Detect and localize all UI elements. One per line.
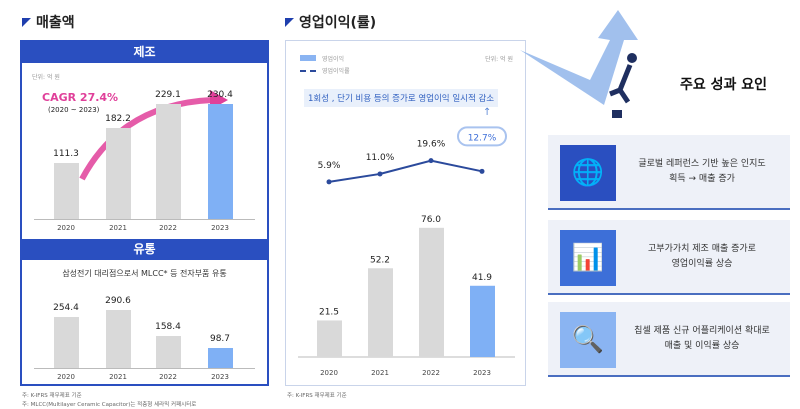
- title-marker-icon: [22, 17, 31, 27]
- title-marker-icon: [285, 17, 294, 27]
- distribution-header: 유통: [22, 239, 267, 260]
- x-axis: [34, 219, 255, 220]
- factor-card: 🔍 칩셀 제품 신규 어플리케이션 확대로 매출 및 이익률 상승: [548, 302, 790, 377]
- bar-value-label: 111.3: [53, 149, 79, 160]
- margin-line: [328, 159, 483, 183]
- factor-card: 🌐 글로벌 레퍼런스 기반 높은 인지도 획득 → 매출 증가: [548, 135, 790, 210]
- note: 주: K-IFRS 재무제표 기준: [22, 393, 82, 399]
- bar: [470, 285, 495, 357]
- line-value-label: 19.6%: [417, 140, 446, 150]
- bar-value-label: 229.1: [155, 90, 181, 101]
- globe-icon: 🌐: [560, 145, 616, 201]
- x-tick-label: 2020: [320, 369, 338, 377]
- manufacturing-chart: 111.3 2020 182.2 2021 229.1 2022 230.4 2023: [22, 42, 271, 242]
- operating-title-text: 영업이익(률): [299, 15, 377, 31]
- bar: [54, 317, 79, 368]
- bar: [317, 320, 342, 357]
- cagr-period: (2020 ~ 2023): [48, 106, 100, 114]
- bar-value-label: 254.4: [53, 303, 79, 314]
- bar-value-label: 98.7: [209, 334, 231, 345]
- operating-chart: 21.5 2020 52.2 2021 76.0 2022 41.9 2023 5.9% 11.0…: [298, 126, 515, 377]
- legend-bar-swatch: [300, 55, 316, 61]
- arrow-up-icon: ↑: [483, 107, 492, 118]
- x-tick-label: 2022: [159, 373, 177, 381]
- line-value-label: 12.7%: [468, 133, 497, 143]
- note: 주: K-IFRS 재무제표 기준: [287, 393, 347, 399]
- factor-text: 글로벌 레퍼런스 기반 높은 인지도 획득 → 매출 증가: [638, 159, 766, 184]
- legend-bar-label: 영업이익: [322, 56, 345, 63]
- bar: [368, 268, 393, 357]
- bar-value-label: 21.5: [319, 307, 339, 317]
- bar: [208, 103, 233, 219]
- revenue-title: 매출액: [22, 12, 75, 32]
- factors-title: 주요 성과 요인: [680, 77, 768, 93]
- x-tick-label: 2022: [422, 369, 440, 377]
- x-tick-label: 2020: [57, 224, 75, 232]
- factor-card: 📊 고부가가치 제조 매출 증가로 영업이익률 상승: [548, 220, 790, 295]
- x-tick-label: 2020: [57, 373, 75, 381]
- operating-title: 영업이익(률): [285, 12, 376, 32]
- distribution-chart: 254.4 2020 290.6 2021 158.4 2022 98.7 2023: [22, 42, 271, 382]
- unit-label: 단위: 억 원: [485, 56, 513, 63]
- bar: [156, 336, 181, 368]
- bar-value-label: 76.0: [421, 215, 441, 225]
- bar: [54, 163, 79, 219]
- note: 주: MLCC(Multilayer Ceramic Capacitor)는 적…: [22, 402, 197, 408]
- bar-value-label: 182.2: [105, 113, 131, 124]
- cagr-label: CAGR 27.4%: [42, 91, 119, 104]
- x-tick-label: 2021: [109, 224, 127, 232]
- legend-line-swatch: [300, 70, 316, 72]
- magnifier-icon: 🔍: [560, 312, 616, 368]
- bar: [106, 309, 131, 368]
- manufacturing-header: 제조: [22, 42, 267, 63]
- highlight-pill: [457, 126, 507, 147]
- line-point: [479, 168, 485, 174]
- callout-banner: 1회성 , 단기 비용 등의 증가로 영업이익 일시적 감소: [304, 89, 499, 107]
- line-value-label: 5.9%: [318, 161, 341, 171]
- bar-value-label: 230.4: [207, 89, 233, 100]
- revenue-panel: 제조 단위: 억 원 CAGR 27.4% (2020 ~ 2023) 111.…: [20, 40, 269, 386]
- bar-value-label: 41.9: [472, 273, 492, 283]
- growth-arrow-icon: [520, 10, 638, 118]
- distribution-subtitle: 삼성전기 대리점으로서 MLCC* 등 전자부품 유통: [62, 269, 227, 278]
- line-point: [428, 158, 434, 164]
- x-axis: [34, 368, 255, 369]
- bar-value-label: 158.4: [155, 322, 181, 333]
- legend-line-label: 영업이익률: [322, 68, 350, 75]
- operating-panel: 영업이익 영업이익률 단위: 억 원 1회성 , 단기 비용 등의 증가로 영업…: [285, 40, 526, 386]
- bar: [419, 227, 444, 357]
- bar: [106, 127, 131, 219]
- bar-value-label: 52.2: [370, 255, 390, 265]
- unit-label: 단위: 억 원: [32, 74, 60, 81]
- line-value-label: 11.0%: [366, 153, 395, 163]
- dashboard-icon: 📊: [560, 230, 616, 286]
- line-point: [377, 171, 383, 177]
- x-tick-label: 2021: [371, 369, 389, 377]
- x-tick-label: 2023: [211, 373, 229, 381]
- x-tick-label: 2022: [159, 224, 177, 232]
- x-tick-label: 2023: [473, 369, 491, 377]
- x-tick-label: 2021: [109, 373, 127, 381]
- bar: [208, 348, 233, 368]
- revenue-title-text: 매출액: [36, 15, 75, 31]
- bar: [156, 104, 181, 219]
- line-point: [326, 179, 332, 185]
- bar-value-label: 290.6: [105, 295, 131, 306]
- factor-text: 칩셀 제품 신규 어플리케이션 확대로 매출 및 이익률 상승: [634, 326, 770, 351]
- x-tick-label: 2023: [211, 224, 229, 232]
- factor-text: 고부가가치 제조 매출 증가로 영업이익률 상승: [648, 244, 756, 269]
